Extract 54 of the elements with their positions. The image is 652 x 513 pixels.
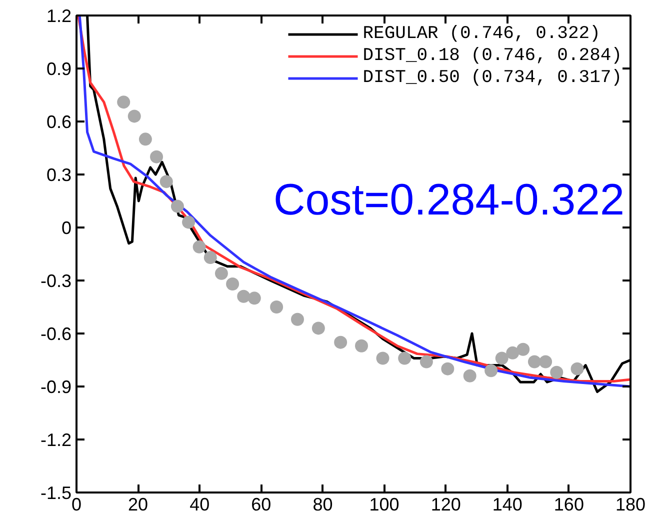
point [204,251,217,264]
x-tick-label: 160 [554,494,584,513]
point [355,339,368,352]
point [570,362,584,376]
x-tick-label: 20 [128,494,148,513]
point [237,290,250,303]
y-tick-label: 0.6 [46,112,72,132]
point [248,292,261,305]
point [516,342,530,356]
point [312,322,325,335]
y-tick-label: 1.2 [46,6,72,26]
y-tick-label: 0.3 [46,165,72,185]
point [484,364,498,378]
point [270,300,284,314]
y-tick-label: -0.9 [40,377,72,397]
point [182,216,196,229]
point [398,352,412,365]
point [117,96,130,109]
point [441,362,454,376]
point [290,312,304,326]
x-tick-label: 180 [615,494,646,513]
point [539,355,552,368]
y-tick-label: 0 [61,218,72,238]
point [334,336,348,349]
point [160,175,173,188]
point [528,355,541,368]
point [138,132,152,146]
legend-label: REGULAR (0.746, 0.322) [362,23,600,45]
point [226,278,240,291]
point [376,352,390,365]
point [463,369,476,382]
y-tick-label: -0.6 [40,324,72,344]
point [495,352,508,365]
point [420,355,433,368]
legend-label: DIST_0.50 (0.734, 0.317) [362,67,622,89]
x-tick-label: 100 [369,494,400,513]
point [128,110,141,123]
y-tick-label: -1.2 [40,430,72,450]
x-tick-label: 60 [251,494,272,513]
x-tick-label: 140 [492,494,522,513]
point [192,240,206,254]
point [214,266,228,280]
point [506,346,520,360]
annotation: Cost=0.284-0.322 [273,176,625,224]
point [150,150,164,164]
x-tick-label: 120 [430,494,461,513]
y-tick-label: -1.5 [40,483,72,503]
x-tick-label: 80 [312,494,333,513]
y-tick-label: -0.3 [40,271,72,291]
y-tick-label: 0.9 [46,59,72,79]
point [170,200,184,213]
legend-label: DIST_0.18 (0.746, 0.284) [362,45,622,67]
x-tick-label: 40 [190,494,210,513]
point [550,366,564,379]
